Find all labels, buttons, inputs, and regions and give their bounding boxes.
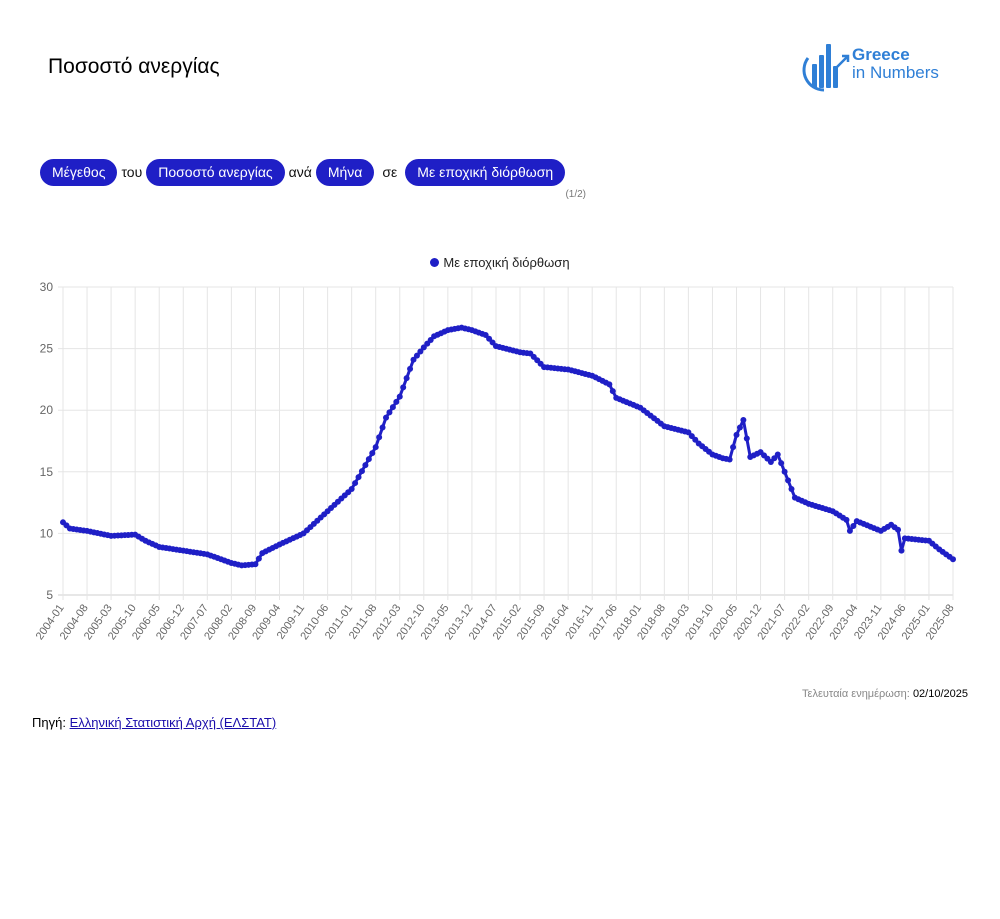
- data-point: [846, 527, 853, 534]
- data-point: [788, 486, 795, 493]
- indicator-dropdown[interactable]: Ποσοστό ανεργίας: [146, 158, 285, 186]
- data-point: [743, 435, 750, 442]
- data-point: [781, 468, 788, 475]
- last-updated-date: 02/10/2025: [912, 688, 968, 700]
- data-point: [736, 424, 743, 431]
- data-point: [895, 526, 902, 533]
- data-point: [372, 444, 379, 451]
- data-point: [383, 414, 390, 421]
- page-title: Ποσοστό ανεργίας: [48, 55, 220, 78]
- data-point: [850, 523, 857, 530]
- legend-marker-icon: [430, 258, 440, 268]
- logo-line-2: in Numbers: [852, 63, 939, 82]
- data-point: [785, 477, 792, 484]
- chart-legend[interactable]: Με εποχική διόρθωση: [0, 255, 1000, 270]
- data-point: [379, 424, 386, 431]
- joiner-ana: ανά: [288, 164, 312, 180]
- data-point: [774, 451, 781, 458]
- y-tick-label: 30: [40, 280, 54, 294]
- data-point: [358, 468, 365, 475]
- logo-line-1: Greece: [852, 45, 910, 64]
- data-point: [389, 404, 396, 411]
- data-point: [386, 409, 393, 416]
- series-pager[interactable]: (1/2): [565, 189, 586, 200]
- data-point: [396, 393, 403, 400]
- y-tick-label: 5: [46, 588, 53, 602]
- data-point: [740, 417, 747, 424]
- query-builder: Μέγεθος του Ποσοστό ανεργίας ανά Μήνα σε…: [40, 158, 566, 186]
- data-point: [778, 460, 785, 467]
- data-point: [393, 398, 400, 405]
- data-point: [726, 456, 733, 463]
- data-point: [606, 381, 613, 388]
- data-point: [417, 348, 424, 355]
- legend-label: Με εποχική διόρθωση: [443, 255, 570, 270]
- data-point: [407, 365, 414, 372]
- data-point: [730, 444, 737, 451]
- data-point: [400, 384, 407, 391]
- data-point: [843, 516, 850, 523]
- period-dropdown[interactable]: Μήνα: [315, 158, 375, 186]
- data-point: [348, 486, 355, 493]
- last-updated-label: Τελευταία ενημέρωση:: [802, 688, 910, 700]
- data-point: [352, 480, 359, 487]
- adjustment-dropdown[interactable]: Με εποχική διόρθωση: [405, 158, 566, 186]
- data-point: [362, 462, 369, 469]
- data-point: [369, 450, 376, 457]
- source-link[interactable]: Ελληνική Στατιστική Αρχή (ΕΛΣΤΑΤ): [69, 715, 277, 730]
- source-line: Πηγή: Ελληνική Στατιστική Αρχή (ΕΛΣΤΑΤ): [32, 715, 276, 730]
- data-point: [403, 375, 410, 382]
- unemployment-line-chart: 510152025302004-012004-082005-032005-102…: [34, 280, 957, 642]
- data-point: [365, 456, 372, 463]
- y-tick-label: 10: [40, 526, 54, 540]
- data-point: [609, 388, 616, 395]
- data-point: [733, 431, 740, 438]
- data-point: [255, 555, 262, 562]
- data-point: [950, 556, 956, 563]
- data-point: [252, 561, 259, 568]
- measure-dropdown[interactable]: Μέγεθος: [40, 158, 118, 186]
- greece-in-numbers-logo[interactable]: Greece in Numbers: [798, 40, 958, 92]
- last-updated: Τελευταία ενημέρωση: 02/10/2025: [802, 688, 968, 700]
- data-point: [355, 474, 362, 481]
- data-point: [898, 547, 905, 554]
- joiner-tou: του: [121, 164, 143, 180]
- series-line: [61, 326, 954, 567]
- data-point: [410, 356, 417, 363]
- data-point: [413, 352, 420, 359]
- source-label: Πηγή:: [32, 715, 66, 730]
- data-point: [376, 434, 383, 441]
- bar-chart-logo-icon: [802, 44, 850, 92]
- joiner-se: σε: [382, 164, 398, 180]
- y-tick-label: 25: [40, 342, 54, 356]
- y-tick-label: 15: [40, 465, 54, 479]
- y-tick-label: 20: [40, 403, 54, 417]
